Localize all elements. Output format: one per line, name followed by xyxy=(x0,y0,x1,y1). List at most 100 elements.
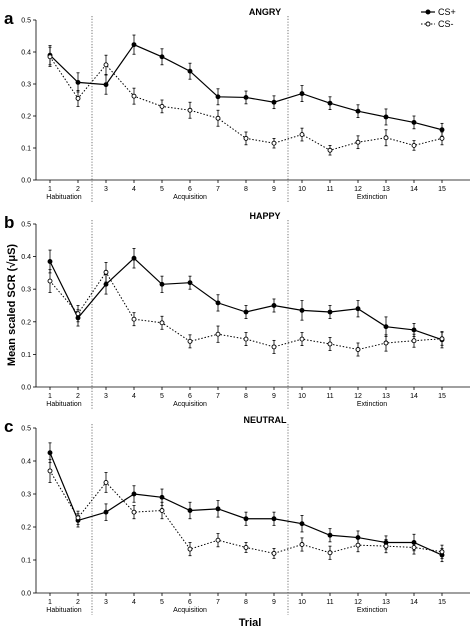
y-tick-label: 0.1 xyxy=(21,352,31,359)
y-axis-title: Mean scaled SCR (√μS) xyxy=(6,244,18,367)
y-tick-label: 0.5 xyxy=(21,18,31,25)
x-tick-label: 13 xyxy=(382,599,390,606)
data-point xyxy=(271,99,277,105)
x-tick-label: 12 xyxy=(354,599,362,606)
legend-label-cs-minus: CS- xyxy=(438,19,454,29)
data-point xyxy=(75,515,81,521)
data-point xyxy=(243,336,249,342)
data-point xyxy=(159,281,165,287)
y-tick-label: 0.2 xyxy=(21,114,31,121)
data-point xyxy=(159,494,165,500)
x-tick-label: 5 xyxy=(160,599,164,606)
x-axis-title: Trial xyxy=(239,617,262,629)
x-tick-label: 14 xyxy=(410,599,418,606)
data-point xyxy=(411,327,417,333)
data-point xyxy=(103,269,109,275)
y-tick-label: 0.4 xyxy=(21,254,31,261)
data-point xyxy=(327,550,333,556)
legend-marker-cs-plus xyxy=(425,9,431,15)
phase-label: Extinction xyxy=(357,401,387,408)
data-point xyxy=(159,103,165,109)
x-tick-label: 3 xyxy=(104,186,108,193)
data-point xyxy=(355,306,361,312)
data-point xyxy=(103,509,109,515)
data-point xyxy=(215,115,221,121)
x-tick-label: 14 xyxy=(410,186,418,193)
data-point xyxy=(103,62,109,68)
data-point xyxy=(187,508,193,513)
data-point xyxy=(355,139,361,145)
y-tick-label: 0.3 xyxy=(21,287,31,294)
x-tick-label: 15 xyxy=(438,186,446,193)
panel-b: 0.00.10.20.30.40.51 2 3 4 5 6 7 8 9 10 11 12 13 14 15H… xyxy=(4,211,470,409)
series-cs-plus xyxy=(47,34,445,137)
panel-c: 0.00.10.20.30.40.51 2 3 4 5 6 7 8 9 10 11 12 13 14 15H… xyxy=(4,415,470,615)
data-point xyxy=(411,142,417,148)
data-point xyxy=(327,147,333,153)
data-point xyxy=(355,108,361,114)
data-point xyxy=(131,509,137,515)
data-point xyxy=(383,135,389,141)
y-tick-label: 0.2 xyxy=(21,319,31,326)
data-point xyxy=(383,324,389,330)
data-point xyxy=(355,542,361,548)
x-tick-label: 15 xyxy=(438,599,446,606)
phase-label: Extinction xyxy=(357,607,387,614)
x-tick-label: 5 xyxy=(160,186,164,193)
y-tick-label: 0.4 xyxy=(21,50,31,57)
x-tick-label: 1 xyxy=(48,186,52,193)
x-tick-label: 1 xyxy=(48,599,52,606)
data-point xyxy=(131,93,137,99)
series-cs-minus xyxy=(47,46,445,156)
series-line xyxy=(49,452,443,556)
x-tick-label: 2 xyxy=(76,393,80,400)
data-point xyxy=(75,79,81,85)
x-tick-label: 9 xyxy=(272,599,276,606)
data-point xyxy=(299,132,305,138)
y-tick-label: 0.0 xyxy=(21,591,31,598)
legend: CS+ CS- xyxy=(421,7,456,29)
x-tick-label: 3 xyxy=(104,393,108,400)
x-tick-label: 8 xyxy=(244,599,248,606)
y-tick-label: 0.4 xyxy=(21,459,31,466)
data-point xyxy=(75,95,81,101)
data-point xyxy=(103,480,109,485)
x-tick-label: 4 xyxy=(132,186,136,193)
data-point xyxy=(103,82,109,88)
phase-label: Acquisition xyxy=(173,194,207,201)
x-tick-label: 13 xyxy=(382,393,390,400)
x-tick-label: 7 xyxy=(216,599,220,606)
x-tick-label: 6 xyxy=(188,186,192,193)
data-point xyxy=(299,336,305,342)
data-point xyxy=(215,537,221,543)
phase-label: Habituation xyxy=(46,194,82,201)
panel-letter: b xyxy=(4,213,14,232)
data-point xyxy=(47,450,53,456)
x-tick-label: 13 xyxy=(382,186,390,193)
data-point xyxy=(47,278,53,284)
data-point xyxy=(131,42,137,48)
data-point xyxy=(131,491,137,497)
x-tick-label: 9 xyxy=(272,186,276,193)
data-point xyxy=(243,516,249,522)
data-point xyxy=(327,100,333,106)
data-point xyxy=(47,468,53,474)
data-point xyxy=(355,347,361,352)
y-tick-label: 0.2 xyxy=(21,525,31,532)
x-tick-label: 2 xyxy=(76,186,80,193)
panel-letter: c xyxy=(4,417,13,436)
y-tick-label: 0.5 xyxy=(21,426,31,433)
data-point xyxy=(215,331,221,337)
phase-label: Acquisition xyxy=(173,401,207,408)
series-cs-minus xyxy=(47,458,445,560)
x-tick-label: 11 xyxy=(326,599,333,606)
x-tick-label: 4 xyxy=(132,393,136,400)
panel-title: ANGRY xyxy=(249,7,281,17)
data-point xyxy=(131,255,137,261)
data-point xyxy=(383,543,389,549)
panel-title: HAPPY xyxy=(249,211,280,221)
data-point xyxy=(299,307,305,313)
data-point xyxy=(159,320,165,326)
data-point xyxy=(243,94,249,100)
